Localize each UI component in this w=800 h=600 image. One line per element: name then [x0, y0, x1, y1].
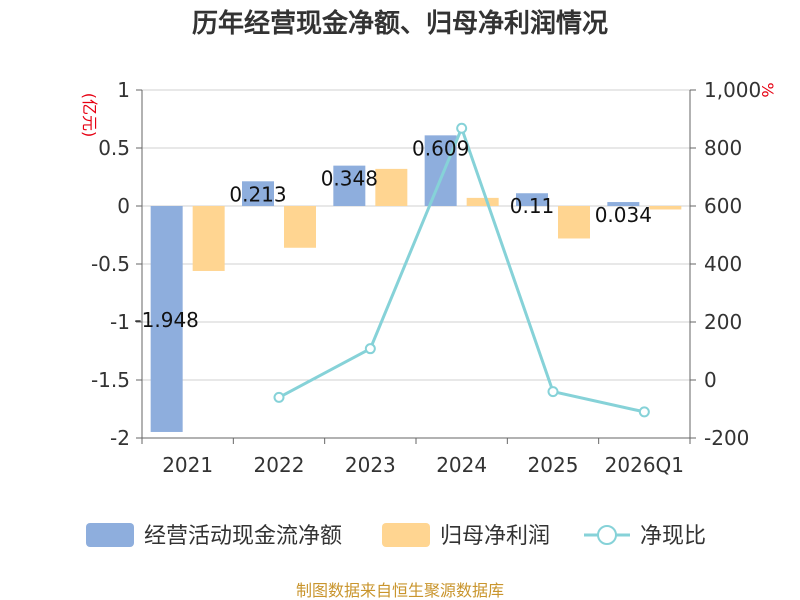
bar-net-profit [558, 206, 590, 239]
x-tick-label: 2021 [162, 453, 213, 477]
right-tick-label: -200 [704, 426, 749, 450]
bar-net-profit [192, 206, 225, 271]
bar-cashflow [607, 202, 640, 206]
left-tick-label: 0 [117, 194, 130, 218]
x-tick-label: 2025 [528, 453, 579, 477]
bars [150, 135, 682, 432]
source-note: 制图数据来自恒生聚源数据库 [296, 581, 504, 600]
line-series [273, 122, 650, 418]
legend-label-net-profit: 归母净利润 [440, 524, 550, 549]
bar-value-label: 0.213 [229, 182, 286, 206]
axes: 1 0.5 0 -0.5 -1 -1.5 -2 1,000 800 600 400 200 0 -200 2… [91, 78, 761, 477]
left-tick-label: -2 [110, 426, 130, 450]
bar-net-profit [284, 206, 316, 248]
legend-label-cash-ratio: 净现比 [640, 524, 706, 549]
bar-value-label: -1.948 [134, 308, 198, 332]
left-tick-label: -1.5 [91, 368, 130, 392]
line-point [273, 391, 285, 403]
left-tick-label: 1 [117, 78, 130, 102]
line-point [456, 122, 468, 134]
bar-net-profit [375, 168, 408, 206]
right-tick-label: 600 [704, 194, 742, 218]
left-axis-unit: (亿元) [80, 93, 99, 138]
right-axis-unit: % [758, 82, 777, 97]
chart-title: 历年经营现金净额、归母净利润情况 [192, 8, 608, 39]
legend-label-cashflow: 经营活动现金流净额 [144, 524, 342, 549]
x-tick-label: 2023 [345, 453, 396, 477]
bar-cashflow [242, 181, 274, 206]
bar-value-label: 0.034 [595, 203, 652, 227]
right-tick-label: 200 [704, 310, 742, 334]
right-tick-label: 1,000 [704, 78, 761, 102]
bar-cashflow [424, 135, 457, 206]
x-tick-label: 2022 [254, 453, 305, 477]
legend-marker-cash-ratio [597, 525, 617, 545]
line-point [638, 406, 650, 418]
right-tick-label: 0 [704, 368, 717, 392]
bar-cashflow [333, 165, 366, 206]
bar-value-label: 0.11 [510, 194, 555, 218]
bar-value-label: 0.609 [412, 136, 469, 160]
x-tick-label: 2024 [436, 453, 487, 477]
bar-net-profit [466, 197, 499, 206]
data-labels: -1.948 0.213 0.348 0.609 0.11 0.034 [134, 136, 652, 332]
bar-value-label: 0.348 [321, 167, 378, 191]
legend-swatch-net-profit [382, 523, 430, 547]
left-tick-label: 0.5 [98, 136, 130, 160]
right-tick-label: 400 [704, 252, 742, 276]
legend: 经营活动现金流净额 归母净利润 净现比 [86, 523, 706, 549]
left-tick-label: -0.5 [91, 252, 130, 276]
bar-cashflow [150, 206, 183, 432]
x-tick-label: 2026Q1 [605, 453, 684, 477]
bar-cashflow [516, 193, 548, 206]
legend-swatch-cashflow [86, 523, 134, 547]
right-tick-label: 800 [704, 136, 742, 160]
line-point [547, 386, 559, 398]
left-tick-label: -1 [110, 310, 130, 334]
bar-net-profit [649, 206, 682, 210]
line-point [364, 343, 376, 355]
